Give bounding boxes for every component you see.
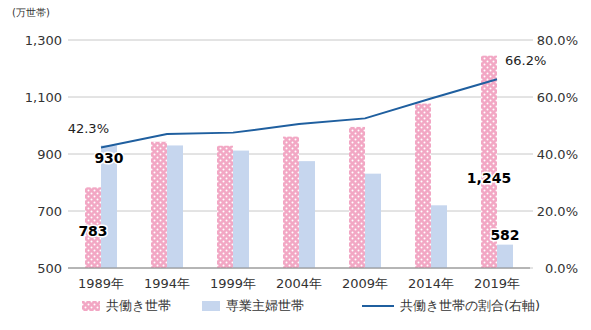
- x-tick-label: 2004年: [276, 276, 322, 291]
- legend-item: 共働き世帯の割合(右軸): [362, 298, 540, 313]
- y2-tick-label: 40.0%: [537, 147, 578, 162]
- x-tick-label: 2009年: [342, 276, 388, 291]
- bar: [233, 151, 249, 268]
- bar: [151, 142, 167, 268]
- y2-tick: [530, 268, 533, 269]
- legend-label: 共働き世帯: [106, 298, 171, 313]
- bar: [431, 205, 447, 268]
- bar: [167, 145, 183, 268]
- x-axis: [68, 268, 530, 269]
- bar: [365, 174, 381, 268]
- bar: [497, 245, 513, 268]
- legend-swatch: [362, 305, 394, 307]
- x-tick-label: 1994年: [144, 276, 190, 291]
- data-label: 930: [94, 150, 123, 166]
- x-tick-label: 2019年: [474, 276, 520, 291]
- legend-swatch: [202, 301, 220, 311]
- grid-line: [68, 268, 530, 269]
- y2-tick-label: 80.0%: [537, 33, 578, 48]
- y2-tick-label: 60.0%: [537, 90, 578, 105]
- y2-tick-label: 0.0%: [545, 261, 578, 276]
- y2-tick: [530, 40, 533, 41]
- bar: [217, 146, 233, 268]
- y-tick-label: 900: [37, 147, 62, 162]
- y-tick-label: 1,300: [25, 33, 62, 48]
- data-labels: 783 1,245 930 582 42.3% 66.2%: [68, 53, 547, 242]
- bar: [283, 137, 299, 268]
- line: [101, 79, 497, 147]
- data-label: 1,245: [467, 170, 511, 186]
- legend-label: 共働き世帯の割合(右軸): [400, 298, 540, 313]
- y-tick-label: 1,100: [25, 90, 62, 105]
- bar: [299, 161, 315, 268]
- grid-line: [68, 40, 530, 41]
- x-tick-label: 1999年: [210, 276, 256, 291]
- legend-item: 専業主婦世帯: [202, 298, 304, 313]
- y2-tick: [530, 97, 533, 98]
- bar: [349, 127, 365, 268]
- data-label: 42.3%: [68, 121, 109, 136]
- y-tick-label: 500: [37, 261, 62, 276]
- data-label: 582: [490, 227, 519, 243]
- y-axis-label: (万世帯): [12, 7, 50, 18]
- data-label: 783: [78, 223, 107, 239]
- y2-tick: [530, 211, 533, 212]
- x-tick-label: 1989年: [78, 276, 124, 291]
- legend-swatch: [82, 301, 100, 311]
- y-tick-label: 700: [37, 204, 62, 219]
- x-tick-label: 2014年: [408, 276, 454, 291]
- bar: [415, 104, 431, 268]
- legend-label: 専業主婦世帯: [226, 298, 304, 313]
- y2-tick-label: 20.0%: [537, 204, 578, 219]
- marks: [85, 56, 513, 268]
- chart: 500 700 900 1,100 1,300 0.0% 20.0% 40.0% 60.0% 80…: [0, 0, 591, 330]
- legend-item: 共働き世帯: [82, 298, 171, 313]
- data-label: 66.2%: [505, 53, 546, 68]
- grid-line: [68, 97, 530, 98]
- y2-tick: [530, 154, 533, 155]
